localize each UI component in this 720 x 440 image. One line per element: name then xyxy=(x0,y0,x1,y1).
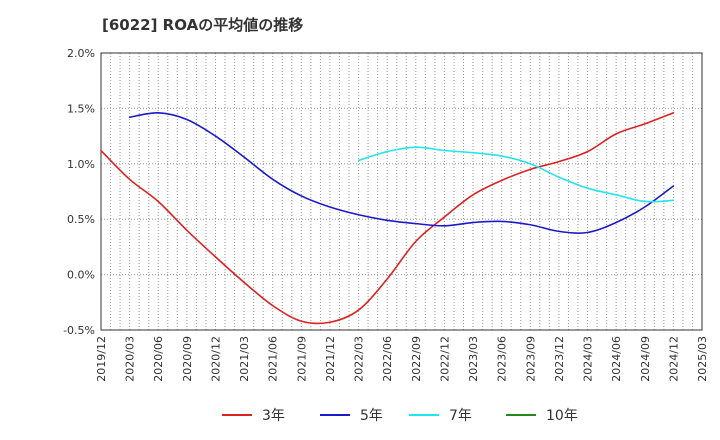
legend-label-5y: 5年 xyxy=(360,408,383,424)
x-tick-label: 2020/03 xyxy=(124,336,137,382)
x-tick-label: 2022/03 xyxy=(353,336,366,382)
series-line-3y xyxy=(100,112,675,325)
x-tick-label: 2021/12 xyxy=(324,336,337,382)
legend-label-10y: 10年 xyxy=(546,408,578,424)
legend-label-3y: 3年 xyxy=(262,408,285,424)
y-tick-label: 1.5% xyxy=(67,102,95,115)
series-line-5y xyxy=(128,112,675,234)
x-tick-label: 2019/12 xyxy=(95,336,108,382)
x-tick-label: 2023/09 xyxy=(524,336,537,382)
chart-title: [6022] ROAの平均値の推移 xyxy=(102,16,304,34)
x-tick-label: 2021/09 xyxy=(295,336,308,382)
x-tick-label: 2023/06 xyxy=(496,336,509,382)
x-tick-label: 2020/09 xyxy=(181,336,194,382)
series-line-7y xyxy=(357,146,675,203)
x-tick-label: 2025/03 xyxy=(696,336,709,382)
x-tick-label: 2022/06 xyxy=(381,336,394,382)
y-tick-label: -0.5% xyxy=(63,324,95,337)
x-tick-label: 2024/12 xyxy=(667,336,680,382)
y-tick-label: 0.5% xyxy=(67,213,95,226)
x-tick-label: 2022/12 xyxy=(438,336,451,382)
legend-label-7y: 7年 xyxy=(449,408,472,424)
x-tick-label: 2023/12 xyxy=(553,336,566,382)
plot-frame xyxy=(100,52,703,331)
x-tick-label: 2021/06 xyxy=(267,336,280,382)
x-tick-label: 2021/03 xyxy=(238,336,251,382)
x-tick-label: 2024/06 xyxy=(610,336,623,382)
x-tick-label: 2023/03 xyxy=(467,336,480,382)
x-tick-label: 2020/06 xyxy=(152,336,165,382)
x-tick-label: 2024/09 xyxy=(639,336,652,382)
x-tick-label: 2024/03 xyxy=(582,336,595,382)
y-tick-label: 0.0% xyxy=(67,269,95,282)
x-tick-label: 2022/09 xyxy=(410,336,423,382)
plot-area xyxy=(101,53,702,330)
y-tick-label: 2.0% xyxy=(67,47,95,60)
y-tick-label: 1.0% xyxy=(67,158,95,171)
x-tick-label: 2020/12 xyxy=(209,336,222,382)
